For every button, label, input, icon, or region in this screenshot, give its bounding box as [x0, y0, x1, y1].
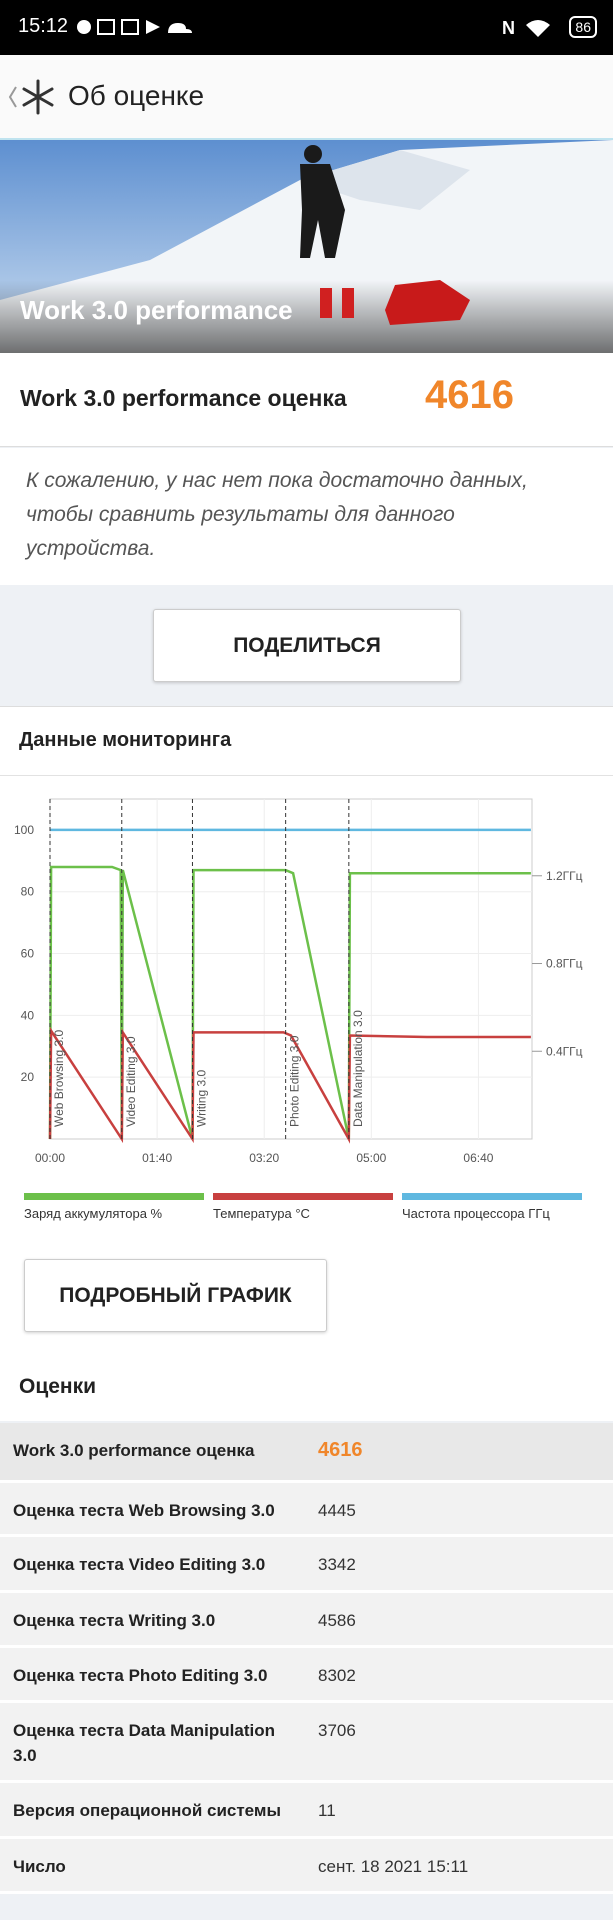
- y-tick-label: 40: [21, 1008, 35, 1022]
- detail-button[interactable]: ПОДРОБНЫЙ ГРАФИК: [24, 1259, 327, 1332]
- test-marker-label: Photo Editing 3.0: [288, 1035, 302, 1127]
- svg-text:N: N: [502, 18, 515, 38]
- score-row: Оценка теста Photo Editing 3.0 8302: [0, 1648, 613, 1703]
- test-marker-label: Data Manipulation 3.0: [351, 1010, 365, 1127]
- scores-table: Work 3.0 performance оценка 4616 Оценка те…: [0, 1423, 613, 1894]
- score-label: Оценка теста Data Manipulation 3.0: [13, 1721, 275, 1765]
- x-tick-label: 05:00: [356, 1151, 386, 1165]
- x-tick-label: 03:20: [249, 1151, 279, 1165]
- status-icons: [77, 19, 192, 35]
- status-icons-right: N: [502, 18, 550, 38]
- hero-caption: Work 3.0 performance: [20, 295, 293, 325]
- score-value: 3342: [318, 1555, 356, 1574]
- score-value: 4616: [318, 1439, 363, 1461]
- y-tick-label: 80: [21, 885, 35, 899]
- score-label: Число: [13, 1857, 66, 1876]
- legend-label: Частота процессора ГГц: [402, 1206, 550, 1221]
- score-label: Оценка теста Writing 3.0: [13, 1611, 216, 1630]
- hero-image: [0, 140, 613, 353]
- score-row: Версия операционной системы 11: [0, 1783, 613, 1839]
- y-tick-label: 60: [21, 947, 35, 961]
- app-header: Об оценке: [0, 55, 613, 140]
- monitoring-chart: 20 40 60 80 100 00:00 01:40 03:20 05:00 06:40 0.4Г…: [14, 798, 583, 1221]
- score-label: Оценка теста Photo Editing 3.0: [13, 1666, 268, 1685]
- x-tick-label: 06:40: [463, 1151, 493, 1165]
- score-value: 8302: [318, 1666, 356, 1685]
- message-text: К сожалению, у нас нет пока достаточно д…: [26, 469, 528, 560]
- score-label: Work 3.0 performance оценка: [13, 1441, 255, 1460]
- legend-swatch: [402, 1193, 582, 1200]
- score-row: Work 3.0 performance оценка 4616: [0, 1423, 613, 1483]
- score-label: Оценка теста Web Browsing 3.0: [13, 1501, 275, 1520]
- score-row: Число сент. 18 2021 15:11: [0, 1839, 613, 1894]
- test-marker-label: Writing 3.0: [194, 1070, 208, 1127]
- share-button[interactable]: ПОДЕЛИТЬСЯ: [153, 609, 461, 682]
- series-line: [48, 1026, 531, 1144]
- test-marker-label: Web Browsing 3.0: [52, 1030, 66, 1127]
- divider: [0, 775, 613, 776]
- hero-banner: Work 3.0 performance: [0, 140, 613, 353]
- score-row: Оценка теста Data Manipulation 3.0 3706: [0, 1703, 613, 1783]
- x-tick-label: 00:00: [35, 1151, 65, 1165]
- monitoring-card: Данные мониторинга 20 40 60 80 100 00:00 01:40…: [0, 706, 613, 1421]
- score-row: Оценка теста Video Editing 3.0 3342: [0, 1537, 613, 1593]
- page-title: Об оценке: [68, 80, 205, 111]
- status-bar: 15:12 N 86: [0, 0, 613, 55]
- y2-tick-label: 0.4ГГц: [546, 1044, 583, 1058]
- message-card: К сожалению, у нас нет пока достаточно д…: [0, 448, 613, 585]
- score-value: сент. 18 2021 15:11: [318, 1857, 469, 1876]
- scores-title: Оценки: [19, 1375, 97, 1398]
- y-tick-label: 20: [21, 1070, 35, 1084]
- legend-label: Температура °C: [213, 1206, 310, 1221]
- y2-tick-label: 0.8ГГц: [546, 957, 583, 971]
- score-label: Work 3.0 performance оценка: [20, 385, 347, 411]
- y2-tick-label: 1.2ГГц: [546, 869, 583, 883]
- score-value: 4586: [318, 1611, 356, 1630]
- y-tick-label: 100: [14, 823, 34, 837]
- legend-label: Заряд аккумулятора %: [24, 1206, 163, 1221]
- back-button[interactable]: [6, 75, 62, 119]
- score-row: Оценка теста Writing 3.0 4586: [0, 1593, 613, 1648]
- score-label: Версия операционной системы: [13, 1801, 281, 1820]
- score-row: Оценка теста Web Browsing 3.0 4445: [0, 1483, 613, 1537]
- battery: 86: [569, 16, 597, 38]
- score-label: Оценка теста Video Editing 3.0: [13, 1555, 266, 1574]
- score-value: 3706: [318, 1721, 356, 1740]
- x-tick-label: 01:40: [142, 1151, 172, 1165]
- clock: 15:12: [18, 15, 69, 37]
- legend-swatch: [213, 1193, 393, 1200]
- test-marker-label: Video Editing 3.0: [124, 1036, 138, 1127]
- score-value: 4616: [425, 373, 514, 417]
- score-value: 4445: [318, 1501, 356, 1520]
- legend-swatch: [24, 1193, 204, 1200]
- score-card: Work 3.0 performance оценка 4616: [0, 353, 613, 447]
- monitoring-title: Данные мониторинга: [19, 729, 232, 751]
- score-value: 11: [318, 1801, 336, 1820]
